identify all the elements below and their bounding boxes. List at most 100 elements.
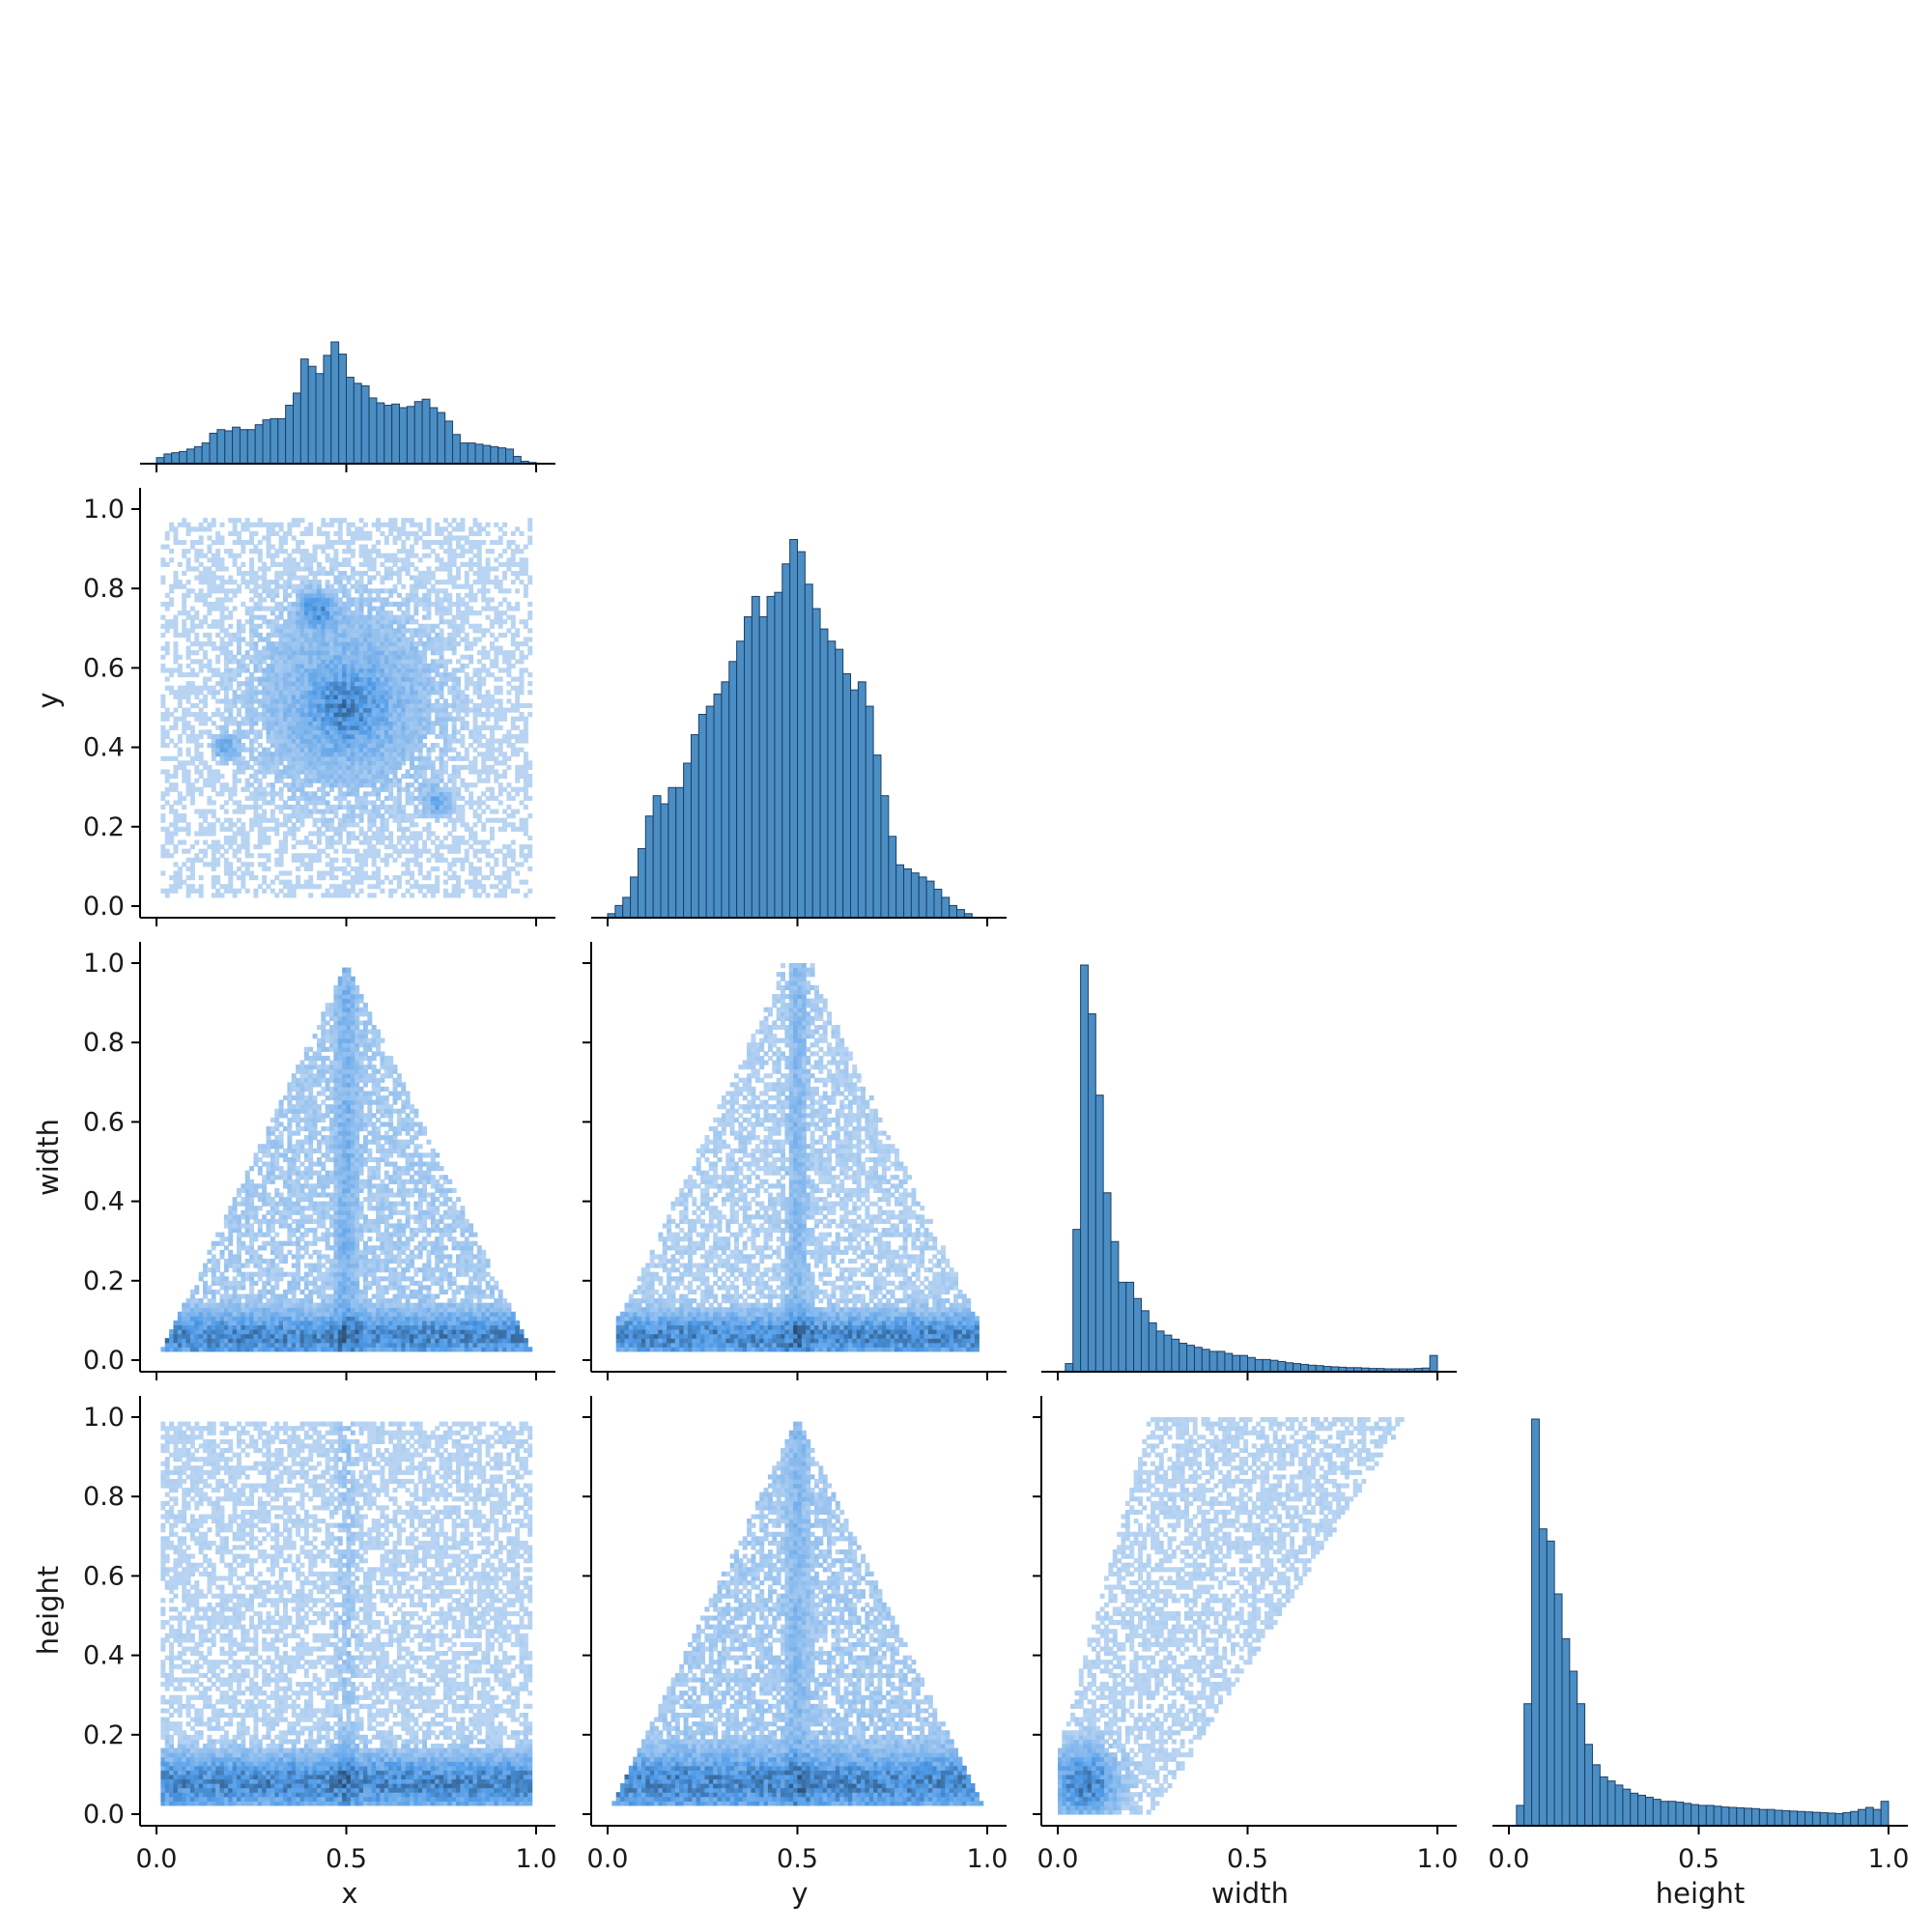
joint-cell bbox=[384, 747, 389, 753]
joint-cell bbox=[417, 716, 423, 722]
joint-cell bbox=[355, 628, 360, 634]
joint-cell bbox=[189, 729, 195, 735]
joint-cell bbox=[494, 862, 499, 867]
joint-cell bbox=[342, 782, 348, 788]
joint-cell bbox=[469, 681, 474, 687]
joint-cell bbox=[189, 844, 195, 850]
joint-cell bbox=[376, 685, 382, 691]
joint-cell bbox=[223, 597, 229, 603]
joint-cell bbox=[350, 733, 355, 740]
joint-cell bbox=[329, 702, 334, 709]
joint-cell bbox=[355, 597, 360, 603]
joint-cell bbox=[405, 795, 411, 801]
joint-cell bbox=[236, 685, 242, 691]
joint-cell bbox=[325, 747, 330, 753]
joint-cell bbox=[506, 707, 512, 713]
joint-cell bbox=[342, 791, 348, 797]
joint-cell bbox=[435, 539, 440, 546]
joint-cell bbox=[384, 769, 389, 775]
joint-cell bbox=[203, 760, 208, 766]
joint-cell bbox=[278, 606, 284, 611]
joint-cell bbox=[198, 1302, 204, 1308]
joint-cell bbox=[228, 575, 234, 581]
joint-cell bbox=[527, 782, 533, 788]
joint-cell bbox=[236, 668, 242, 673]
joint-cell bbox=[223, 733, 229, 740]
joint-cell bbox=[253, 641, 259, 647]
joint-cell bbox=[388, 786, 394, 792]
joint-cell bbox=[253, 530, 259, 536]
joint-cell bbox=[312, 844, 318, 850]
joint-cell bbox=[228, 879, 234, 885]
joint-cell bbox=[321, 721, 327, 726]
joint-cell bbox=[447, 580, 453, 585]
joint-cell bbox=[472, 822, 478, 828]
joint-cell bbox=[316, 628, 322, 634]
joint-cell bbox=[494, 809, 499, 814]
joint-cell bbox=[274, 690, 280, 696]
joint-cell bbox=[219, 752, 225, 757]
joint-cell bbox=[177, 875, 183, 881]
joint-cell bbox=[413, 721, 419, 726]
joint-cell bbox=[325, 835, 330, 841]
joint-cell bbox=[194, 1347, 200, 1352]
joint-cell bbox=[249, 535, 255, 541]
joint-cell bbox=[316, 752, 322, 757]
joint-cell bbox=[160, 733, 166, 740]
joint-cell bbox=[303, 561, 309, 567]
joint-cell bbox=[342, 637, 348, 642]
joint-cell bbox=[236, 707, 242, 713]
joint-cell bbox=[506, 601, 512, 608]
joint-cell bbox=[228, 716, 234, 722]
joint-cell bbox=[207, 1342, 213, 1348]
joint-cell bbox=[510, 623, 516, 629]
joint-cell bbox=[362, 738, 368, 744]
joint-cell bbox=[253, 606, 259, 611]
joint-cell bbox=[430, 747, 436, 753]
joint-cell bbox=[241, 835, 246, 841]
joint-cell bbox=[228, 654, 234, 660]
joint-cell bbox=[219, 712, 225, 718]
joint-cell bbox=[333, 738, 339, 744]
joint-cell bbox=[439, 716, 444, 722]
joint-cell bbox=[211, 743, 216, 749]
joint-cell bbox=[410, 870, 414, 876]
joint-cell bbox=[296, 839, 301, 845]
joint-cell bbox=[329, 570, 334, 577]
joint-cell bbox=[203, 826, 208, 832]
joint-cell bbox=[447, 747, 453, 753]
joint-cell bbox=[367, 561, 373, 567]
joint-cell bbox=[185, 1302, 191, 1308]
joint-cell bbox=[177, 791, 183, 797]
joint-cell bbox=[417, 795, 423, 801]
joint-cell bbox=[241, 668, 246, 673]
joint-cell bbox=[283, 685, 288, 691]
joint-cell bbox=[346, 760, 352, 766]
joint-cell bbox=[442, 743, 448, 749]
joint-cell bbox=[485, 606, 491, 611]
joint-cell bbox=[160, 848, 166, 854]
joint-cell bbox=[215, 597, 221, 603]
joint-cell bbox=[329, 645, 334, 651]
joint-cell bbox=[346, 561, 352, 567]
joint-cell bbox=[173, 707, 179, 713]
joint-cell bbox=[355, 707, 360, 713]
joint-cell bbox=[346, 831, 352, 837]
joint-cell bbox=[270, 712, 275, 718]
joint-cell bbox=[278, 632, 284, 639]
joint-cell bbox=[384, 764, 389, 771]
joint-cell bbox=[481, 654, 487, 660]
joint-cell bbox=[164, 769, 170, 775]
joint-cell bbox=[413, 774, 419, 780]
joint-cell bbox=[257, 650, 263, 656]
joint-cell bbox=[185, 707, 191, 713]
joint-cell bbox=[380, 738, 385, 744]
joint-cell bbox=[274, 826, 280, 832]
joint-cell bbox=[469, 733, 474, 740]
joint-cell bbox=[380, 668, 385, 673]
joint-cell bbox=[396, 535, 402, 541]
joint-cell bbox=[182, 848, 187, 854]
joint-cell bbox=[228, 641, 234, 647]
joint-cell bbox=[515, 526, 521, 532]
joint-cell bbox=[236, 632, 242, 639]
